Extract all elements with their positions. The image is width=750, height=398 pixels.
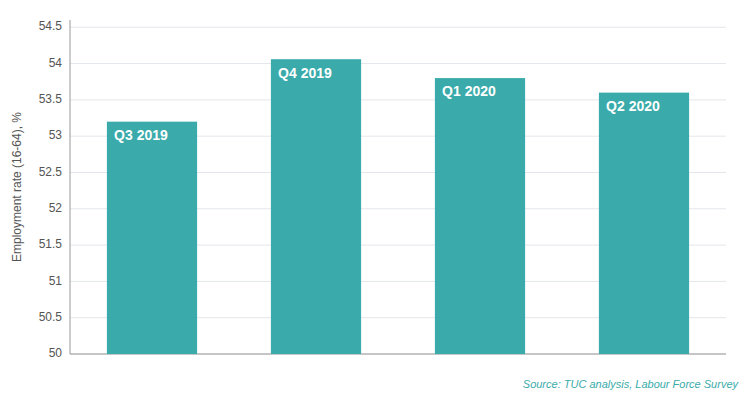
bar [271,59,361,354]
chart-container: 50 50.5 51 51.5 52 52.5 53 53.5 54 54.5 Employment… [0,0,750,398]
y-tick-label: 50 [49,346,63,360]
category-label: Q4 2019 [278,65,332,81]
y-tick-label: 54 [49,56,63,70]
y-tick-label: 52 [49,201,63,215]
y-tick-label: 53 [49,128,63,142]
category-label: Q2 2020 [606,98,660,114]
y-axis: 50 50.5 51 51.5 52 52.5 53 53.5 54 54.5 [39,19,726,360]
y-axis-line [70,20,71,354]
bar [435,78,525,354]
y-tick-label: 54.5 [39,19,63,33]
y-tick-label: 51.5 [39,237,63,251]
grid-line [70,27,726,28]
background [0,0,750,398]
bar-labels: Q3 2019 Q4 2019 Q1 2020 Q2 2020 [114,65,660,143]
y-tick-label: 52.5 [39,165,63,179]
chart-svg: 50 50.5 51 51.5 52 52.5 53 53.5 54 54.5 Employment… [0,0,750,398]
y-tick-label: 51 [49,274,63,288]
y-tick-label: 50.5 [39,310,63,324]
source-note: Source: TUC analysis, Labour Force Surve… [523,378,740,390]
y-axis-label: Employment rate (16-64), % [10,112,24,262]
category-label: Q1 2020 [442,83,496,99]
grid-line [70,63,726,64]
category-label: Q3 2019 [114,127,168,143]
bar [107,122,197,354]
bars [107,59,689,354]
bar [599,93,689,354]
y-tick-label: 53.5 [39,92,63,106]
